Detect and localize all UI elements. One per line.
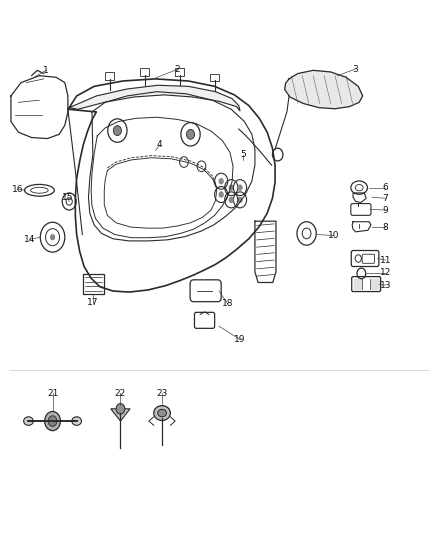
Circle shape bbox=[237, 184, 243, 191]
Text: 5: 5 bbox=[240, 150, 246, 159]
Polygon shape bbox=[354, 279, 361, 289]
Text: 17: 17 bbox=[87, 298, 99, 307]
Circle shape bbox=[237, 197, 243, 203]
Text: 13: 13 bbox=[380, 281, 391, 289]
Text: 21: 21 bbox=[47, 389, 58, 398]
Text: 11: 11 bbox=[380, 256, 391, 264]
Text: 7: 7 bbox=[382, 194, 389, 203]
Text: 8: 8 bbox=[382, 223, 389, 231]
Polygon shape bbox=[285, 70, 363, 109]
Circle shape bbox=[48, 416, 57, 426]
Text: 16: 16 bbox=[12, 185, 23, 193]
Circle shape bbox=[229, 184, 234, 191]
Text: 2: 2 bbox=[175, 65, 180, 74]
Polygon shape bbox=[69, 85, 240, 111]
Ellipse shape bbox=[24, 417, 33, 425]
Text: 22: 22 bbox=[115, 389, 126, 398]
Ellipse shape bbox=[158, 409, 166, 417]
Circle shape bbox=[219, 191, 224, 198]
Circle shape bbox=[113, 126, 121, 135]
Text: 15: 15 bbox=[62, 193, 74, 201]
Text: 19: 19 bbox=[234, 335, 246, 344]
Circle shape bbox=[50, 234, 55, 240]
Text: 6: 6 bbox=[382, 183, 389, 192]
Text: 18: 18 bbox=[222, 300, 233, 308]
Bar bbox=[83, 274, 104, 294]
Text: 23: 23 bbox=[156, 389, 168, 398]
Bar bbox=[140, 68, 149, 76]
Bar bbox=[175, 68, 184, 76]
Circle shape bbox=[229, 197, 234, 203]
Polygon shape bbox=[371, 279, 379, 289]
Text: 12: 12 bbox=[380, 269, 391, 277]
Circle shape bbox=[187, 130, 194, 139]
Ellipse shape bbox=[72, 417, 81, 425]
Text: 14: 14 bbox=[24, 235, 35, 244]
Circle shape bbox=[116, 403, 125, 414]
Circle shape bbox=[219, 178, 224, 184]
Bar bbox=[210, 74, 219, 81]
Ellipse shape bbox=[154, 406, 170, 421]
Text: 3: 3 bbox=[352, 65, 358, 74]
Bar bbox=[105, 72, 114, 80]
Polygon shape bbox=[111, 409, 130, 421]
Text: 10: 10 bbox=[328, 231, 339, 240]
Circle shape bbox=[45, 411, 60, 431]
Text: 9: 9 bbox=[382, 206, 389, 214]
Text: 1: 1 bbox=[43, 66, 49, 75]
Text: 4: 4 bbox=[157, 141, 162, 149]
